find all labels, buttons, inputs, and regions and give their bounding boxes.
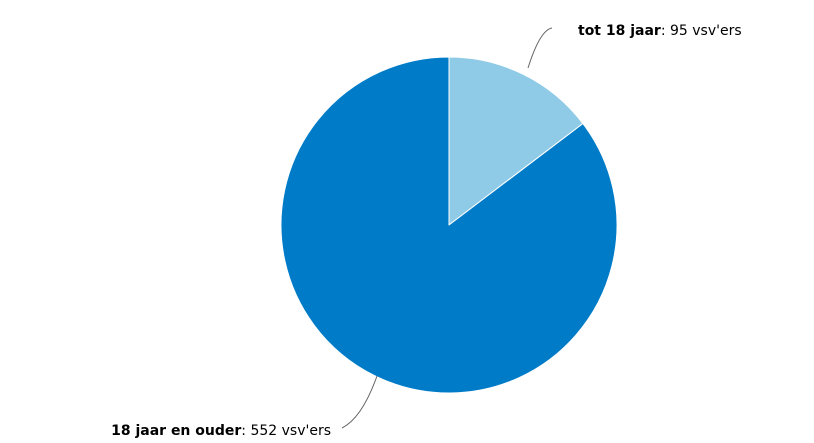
connector-line-tot-18-jaar: [527, 27, 553, 69]
data-label-name: tot 18 jaar: [578, 23, 661, 39]
connector-line-18-jaar-en-ouder: [341, 375, 378, 429]
data-label-value: : 95 vsv'ers: [661, 23, 742, 39]
pie-slices: [280, 56, 618, 394]
data-label-18-jaar-en-ouder: 18 jaar en ouder: 552 vsv'ers: [111, 423, 331, 439]
data-label-value: : 552 vsv'ers: [241, 423, 331, 439]
data-label-name: 18 jaar en ouder: [111, 423, 241, 439]
data-label-tot-18-jaar: tot 18 jaar: 95 vsv'ers: [578, 23, 742, 39]
pie-slice-18-jaar-en-ouder[interactable]: [280, 56, 618, 394]
pie-labels: tot 18 jaar: 95 vsv'ers 18 jaar en ouder:…: [111, 23, 742, 439]
pie-slice-tot-18-jaar[interactable]: [448, 56, 584, 226]
